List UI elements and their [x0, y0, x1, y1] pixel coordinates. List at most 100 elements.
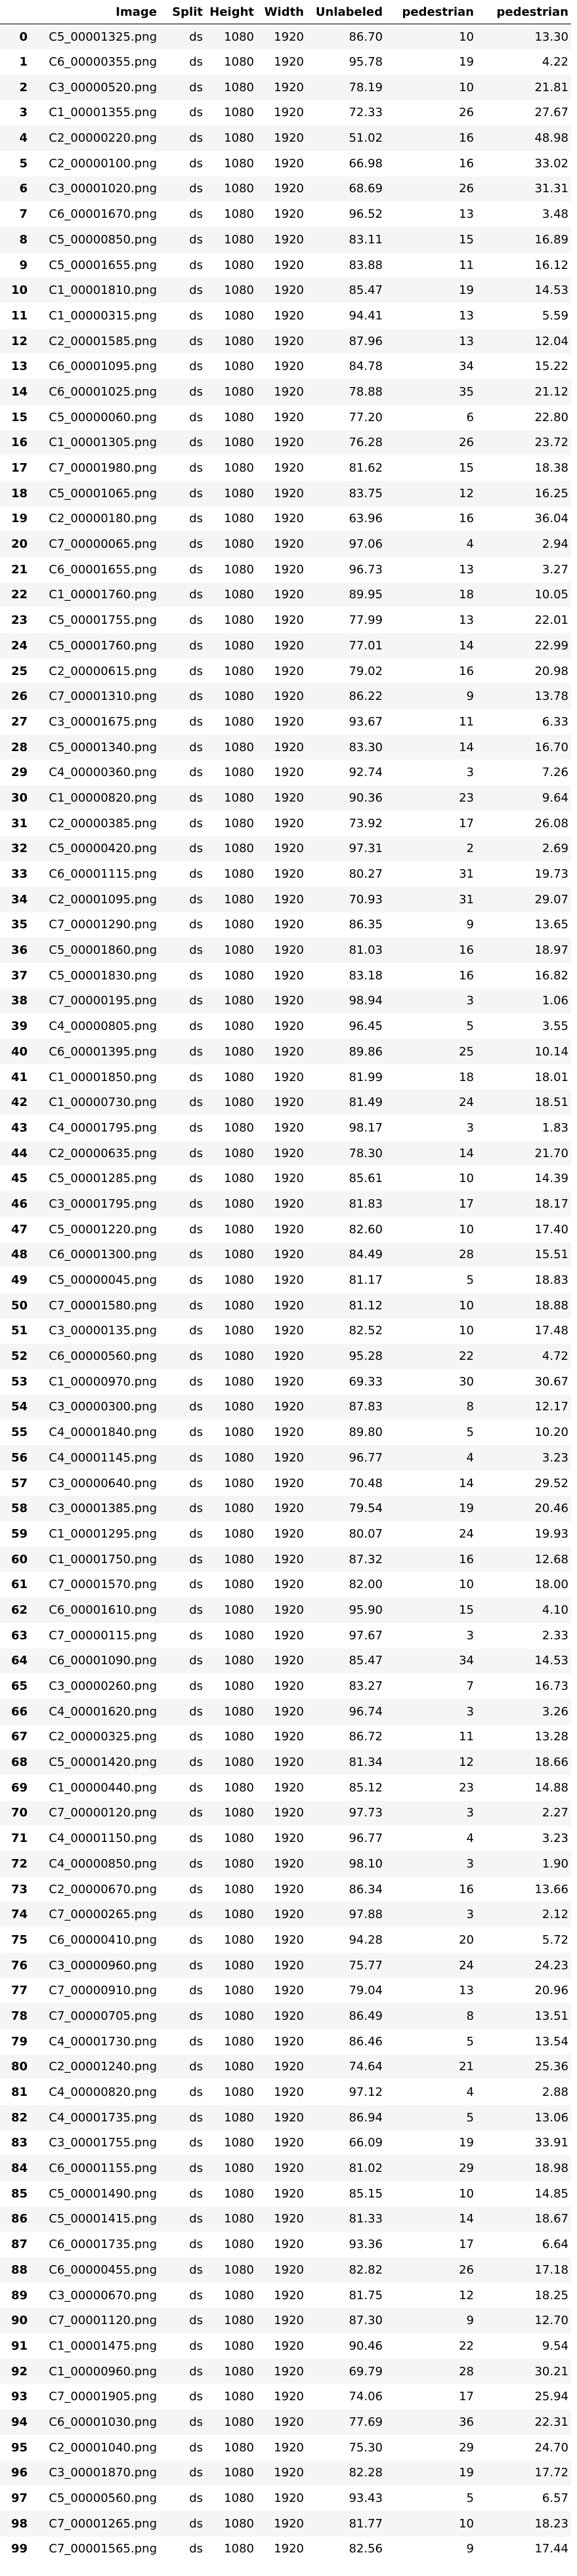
height-cell: 1080: [205, 1166, 257, 1192]
unlabeled-cell: 81.34: [307, 1749, 385, 1775]
table-row: 5 C2_00000100.png ds 1080 1920 66.98 16 33.02: [0, 150, 571, 176]
split-cell: ds: [160, 1343, 205, 1369]
table-row: 36 C5_00001860.png ds 1080 1920 81.03 16 18.97: [0, 937, 571, 963]
height-cell: 1080: [205, 2308, 257, 2334]
height-cell: 1080: [205, 607, 257, 633]
image-cell: C3_00000260.png: [30, 1673, 160, 1699]
table-row: 88 C6_00000455.png ds 1080 1920 82.82 26 17.18: [0, 2257, 571, 2283]
height-cell: 1080: [205, 1216, 257, 1242]
row-index: 56: [0, 1445, 30, 1471]
pedestrian-count-cell: 10: [385, 24, 477, 50]
pedestrian-count-cell: 18: [385, 582, 477, 608]
height-cell: 1080: [205, 1648, 257, 1674]
split-cell: ds: [160, 100, 205, 126]
image-cell: C3_00001795.png: [30, 1191, 160, 1217]
pedestrian-count-cell: 10: [385, 1166, 477, 1192]
pedestrian-percent-cell: 2.33: [477, 1622, 571, 1648]
image-cell: C7_00000065.png: [30, 531, 160, 557]
width-cell: 1920: [257, 785, 307, 811]
image-cell: C6_00001155.png: [30, 2156, 160, 2181]
split-cell: ds: [160, 684, 205, 710]
table-row: 73 C2_00000670.png ds 1080 1920 86.34 16 13.66: [0, 1876, 571, 1902]
pedestrian-percent-cell: 6.33: [477, 709, 571, 735]
table-row: 38 C7_00000195.png ds 1080 1920 98.94 3 1.06: [0, 988, 571, 1014]
pedestrian-percent-cell: 18.97: [477, 937, 571, 963]
pedestrian-percent-cell: 21.70: [477, 1140, 571, 1166]
height-cell: 1080: [205, 1064, 257, 1090]
image-cell: C7_00001310.png: [30, 684, 160, 710]
row-index: 36: [0, 937, 30, 963]
split-cell: ds: [160, 1978, 205, 2004]
height-cell: 1080: [205, 684, 257, 710]
table-row: 13 C6_00001095.png ds 1080 1920 84.78 34 15.22: [0, 354, 571, 380]
pedestrian-percent-cell: 30.21: [477, 2358, 571, 2384]
pedestrian-percent-cell: 13.06: [477, 2104, 571, 2131]
pedestrian-percent-cell: 12.17: [477, 1394, 571, 1420]
split-cell: ds: [160, 227, 205, 253]
table-row: 67 C2_00000325.png ds 1080 1920 86.72 11 13.28: [0, 1724, 571, 1750]
pedestrian-count-cell: 24: [385, 1952, 477, 1978]
pedestrian-percent-cell: 2.94: [477, 531, 571, 557]
image-cell: C1_00001750.png: [30, 1546, 160, 1572]
row-index: 14: [0, 379, 30, 405]
pedestrian-count-cell: 7: [385, 1673, 477, 1699]
height-cell: 1080: [205, 1851, 257, 1877]
unlabeled-cell: 81.99: [307, 1064, 385, 1090]
pedestrian-percent-cell: 13.51: [477, 2003, 571, 2029]
height-cell: 1080: [205, 430, 257, 456]
pedestrian-count-cell: 22: [385, 2333, 477, 2359]
table-row: 52 C6_00000560.png ds 1080 1920 95.28 22 4.72: [0, 1343, 571, 1369]
unlabeled-cell: 89.80: [307, 1420, 385, 1445]
row-index: 0: [0, 24, 30, 50]
table-row: 1 C6_00000355.png ds 1080 1920 95.78 19 4.22: [0, 49, 571, 75]
height-cell: 1080: [205, 277, 257, 304]
row-index: 98: [0, 2510, 30, 2537]
pedestrian-percent-cell: 2.12: [477, 1902, 571, 1928]
pedestrian-percent-cell: 30.67: [477, 1368, 571, 1395]
image-cell: C5_00000560.png: [30, 2485, 160, 2511]
table-row: 95 C2_00001040.png ds 1080 1920 75.30 29 24.70: [0, 2434, 571, 2461]
split-cell: ds: [160, 1064, 205, 1090]
image-cell: C1_00001475.png: [30, 2333, 160, 2359]
row-index: 57: [0, 1470, 30, 1496]
row-index: 67: [0, 1724, 30, 1750]
split-cell: ds: [160, 2156, 205, 2181]
width-cell: 1920: [257, 328, 307, 354]
image-cell: C6_00000410.png: [30, 1927, 160, 1953]
image-cell: C3_00000960.png: [30, 1952, 160, 1978]
width-cell: 1920: [257, 556, 307, 583]
width-cell: 1920: [257, 1774, 307, 1801]
split-cell: ds: [160, 1622, 205, 1648]
unlabeled-cell: 97.31: [307, 836, 385, 862]
width-cell: 1920: [257, 125, 307, 151]
image-cell: C4_00000820.png: [30, 2079, 160, 2105]
split-cell: ds: [160, 937, 205, 963]
row-index: 7: [0, 201, 30, 227]
row-index: 74: [0, 1902, 30, 1928]
height-cell: 1080: [205, 1876, 257, 1902]
pedestrian-percent-cell: 4.72: [477, 1343, 571, 1369]
pedestrian-percent-cell: 3.48: [477, 201, 571, 227]
height-cell: 1080: [205, 1496, 257, 1522]
image-cell: C3_00001870.png: [30, 2460, 160, 2486]
split-cell: ds: [160, 1673, 205, 1699]
table-row: 91 C1_00001475.png ds 1080 1920 90.46 22 9.54: [0, 2333, 571, 2359]
pedestrian-count-cell: 15: [385, 227, 477, 253]
pedestrian-percent-cell: 22.80: [477, 404, 571, 430]
unlabeled-cell: 86.46: [307, 2028, 385, 2055]
width-cell: 1920: [257, 303, 307, 329]
image-cell: C1_00000970.png: [30, 1368, 160, 1395]
image-cell: C5_00001340.png: [30, 734, 160, 760]
height-cell: 1080: [205, 1902, 257, 1928]
split-cell: ds: [160, 150, 205, 176]
height-cell: 1080: [205, 2232, 257, 2257]
split-cell: ds: [160, 1013, 205, 1039]
height-cell: 1080: [205, 1572, 257, 1598]
pedestrian-count-cell: 29: [385, 2434, 477, 2461]
split-cell: ds: [160, 277, 205, 304]
row-index: 63: [0, 1622, 30, 1648]
row-index: 9: [0, 252, 30, 278]
width-cell: 1920: [257, 2257, 307, 2283]
height-cell: 1080: [205, 2358, 257, 2384]
split-cell: ds: [160, 861, 205, 887]
